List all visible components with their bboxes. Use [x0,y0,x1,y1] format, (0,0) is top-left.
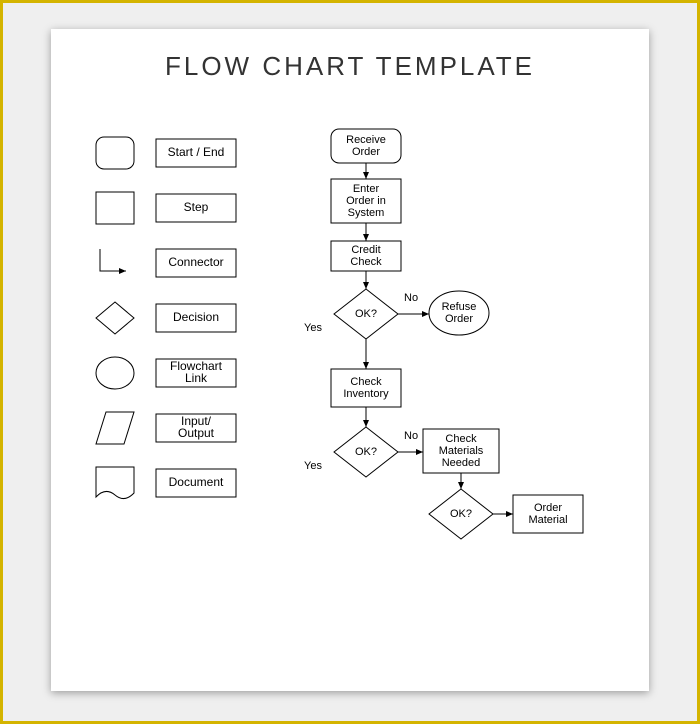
svg-text:No: No [404,292,418,304]
svg-text:Material: Material [528,514,567,526]
svg-text:OK?: OK? [355,446,377,458]
svg-text:Decision: Decision [173,310,219,324]
svg-text:Start / End: Start / End [168,145,225,159]
flowchart-canvas: Start / EndStepConnectorDecisionFlowchar… [51,29,651,689]
svg-text:Inventory: Inventory [343,388,389,400]
svg-text:Order: Order [445,313,473,325]
svg-text:Check: Check [350,376,382,388]
svg-text:Order: Order [352,146,380,158]
svg-text:System: System [348,207,385,219]
svg-text:Document: Document [169,475,224,489]
svg-text:Output: Output [178,426,215,440]
svg-text:Step: Step [184,200,209,214]
svg-text:Order: Order [534,502,562,514]
svg-text:Order in: Order in [346,195,386,207]
svg-text:Yes: Yes [304,322,322,334]
svg-text:Receive: Receive [346,134,386,146]
svg-text:OK?: OK? [450,508,472,520]
svg-text:Refuse: Refuse [442,301,477,313]
frame: FLOW CHART TEMPLATE Start / EndStepConne… [0,0,700,724]
svg-text:OK?: OK? [355,308,377,320]
svg-text:Credit: Credit [351,244,380,256]
svg-text:Check: Check [350,256,382,268]
svg-text:Link: Link [185,371,208,385]
svg-text:Materials: Materials [439,445,484,457]
svg-text:No: No [404,430,418,442]
svg-text:Yes: Yes [304,460,322,472]
svg-text:Check: Check [445,433,477,445]
svg-text:Connector: Connector [168,255,223,269]
svg-text:Needed: Needed [442,457,481,469]
svg-text:Enter: Enter [353,183,380,195]
page: FLOW CHART TEMPLATE Start / EndStepConne… [51,29,649,691]
